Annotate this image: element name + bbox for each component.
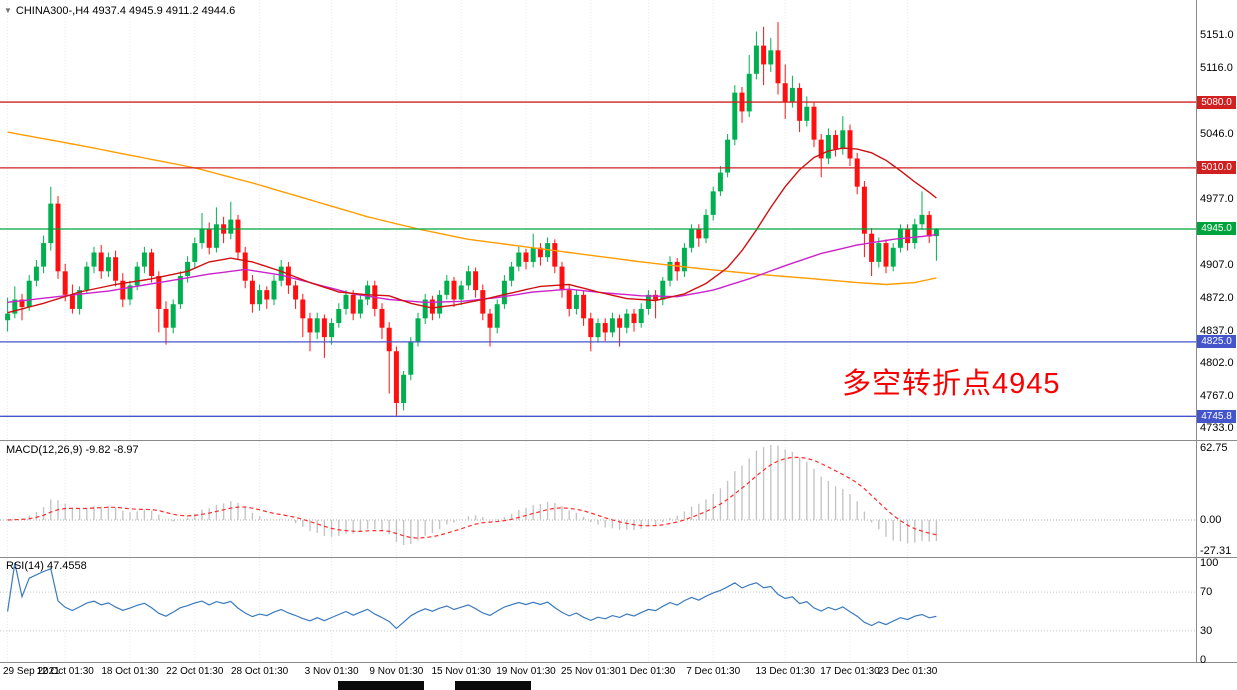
moving-averages-layer — [7, 131, 937, 314]
price-tick-label: 5046.0 — [1200, 128, 1234, 140]
time-tick-label: 13 Dec 01:30 — [755, 666, 815, 677]
rsi-tick-label: 0 — [1200, 654, 1207, 666]
chart-title: ▼ CHINA300-,H4 4937.4 4945.9 4911.2 4944.… — [4, 5, 235, 17]
time-tick-label: 15 Nov 01:30 — [431, 666, 491, 677]
macd-signal-line — [7, 456, 937, 539]
symbol-ohlc-title: CHINA300-,H4 4937.4 4945.9 4911.2 4944.6 — [15, 5, 236, 17]
ma-slow-orange — [7, 131, 937, 286]
macd-layer — [0, 445, 1196, 546]
price-tick-label: 4767.0 — [1200, 390, 1234, 403]
time-tick-label: 25 Nov 01:30 — [561, 666, 621, 677]
price-tick-label: 5116.0 — [1200, 62, 1233, 75]
price-tick-label: 4733.0 — [1200, 422, 1234, 435]
price-tick-label: 4907.0 — [1200, 258, 1234, 271]
price-tick-label: 4837.0 — [1200, 324, 1234, 337]
bottom-black-bar — [338, 681, 424, 690]
chart-plot[interactable] — [0, 0, 1196, 663]
time-tick-label: 23 Dec 01:30 — [877, 666, 938, 677]
time-tick-label: 7 Dec 01:30 — [686, 666, 741, 677]
macd-tick-label: -27.31 — [1200, 545, 1232, 558]
price-line-badge: 4945.0 — [1197, 222, 1236, 236]
panel-separator-macd-rsi — [0, 557, 1237, 558]
time-tick-label: 17 Dec 01:30 — [820, 666, 880, 677]
candles-layer — [5, 22, 939, 417]
price-tick-label: 4872.0 — [1200, 291, 1234, 304]
time-tick-label: 9 Nov 01:30 — [369, 666, 424, 677]
rsi-line — [7, 562, 937, 630]
price-tick-label: 5151.0 — [1200, 29, 1234, 42]
ma-mid-magenta — [7, 233, 937, 304]
rsi-indicator-label: RSI(14) 47.4558 — [6, 560, 87, 572]
time-tick-label: 22 Oct 01:30 — [166, 666, 224, 677]
rsi-tick-label: 100 — [1200, 557, 1219, 569]
macd-tick-label: 62.75 — [1200, 442, 1228, 454]
price-tick-label: 4977.0 — [1200, 192, 1234, 205]
time-tick-label: 18 Oct 01:30 — [101, 666, 159, 677]
price-line-badge: 4825.0 — [1197, 335, 1236, 349]
gridlines-layer — [7, 0, 909, 662]
time-tick-label: 3 Nov 01:30 — [304, 666, 359, 677]
time-tick-label: 12 Oct 01:30 — [36, 666, 94, 677]
price-tick-label: 4802.0 — [1200, 357, 1234, 370]
hlines-layer — [0, 101, 1196, 417]
annotation-text[interactable]: 多空转折点4945 — [842, 368, 1061, 400]
axis-separator-line — [1196, 0, 1197, 663]
panel-separator-main-macd — [0, 440, 1237, 441]
collapse-arrow-icon[interactable]: ▼ — [4, 6, 12, 15]
price-line-badge: 4745.8 — [1197, 409, 1236, 423]
panel-separator-rsi-time — [0, 662, 1237, 663]
time-tick-label: 29 Sep 2021 — [3, 666, 60, 677]
ma-fast-red — [7, 147, 937, 314]
rsi-layer — [0, 562, 1196, 632]
time-tick-label: 1 Dec 01:30 — [621, 666, 676, 677]
time-tick-label: 28 Oct 01:30 — [230, 666, 289, 677]
macd-indicator-label: MACD(12,26,9) -9.82 -8.97 — [6, 444, 139, 456]
price-line-badge: 5080.0 — [1197, 95, 1236, 109]
bottom-black-bar — [455, 681, 531, 690]
rsi-tick-label: 70 — [1200, 586, 1213, 599]
time-tick-label: 19 Nov 01:30 — [496, 666, 556, 677]
price-line-badge: 5010.0 — [1197, 161, 1236, 175]
macd-tick-label: 0.00 — [1200, 514, 1222, 526]
rsi-tick-label: 30 — [1200, 624, 1213, 637]
